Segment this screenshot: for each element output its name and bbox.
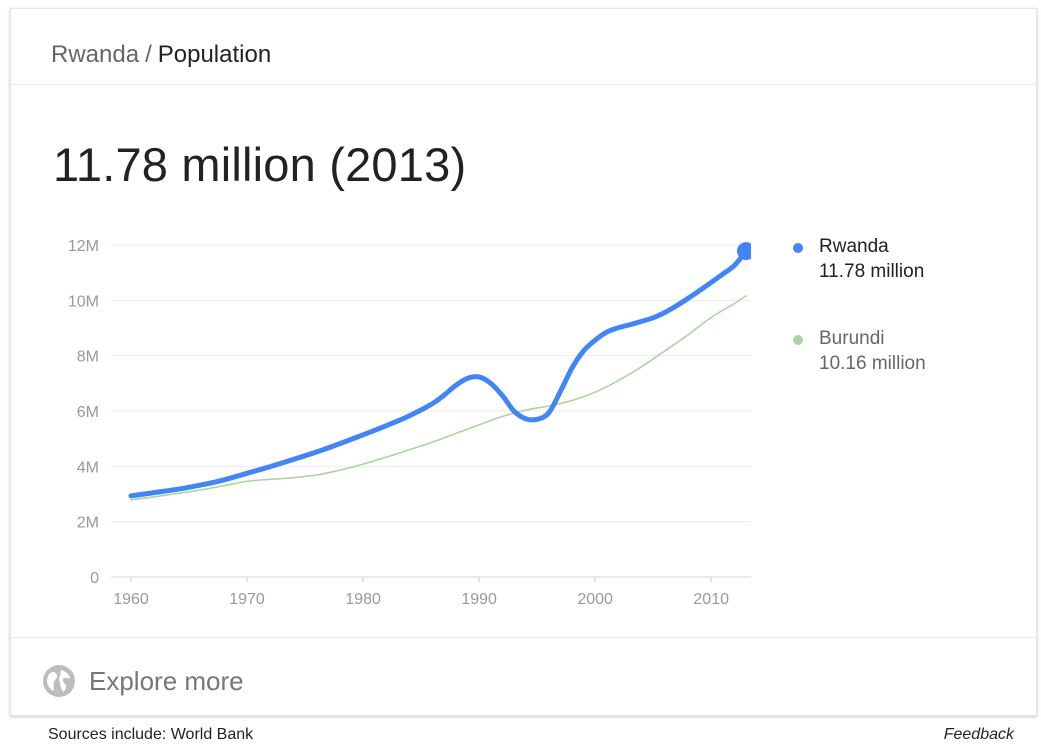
population-line-chart[interactable]: 0 2M 4M 6M 8M 10M 12M 1960 1970 1980 1990 2000 2010	[51, 227, 751, 607]
series-line-rwanda	[128, 248, 749, 499]
legend-name-rwanda: Rwanda	[819, 236, 889, 257]
y-tick-label: 6M	[77, 404, 99, 421]
x-tick-label: 2000	[577, 591, 613, 607]
breadcrumb: Rwanda / Population	[51, 41, 271, 69]
y-tick-label: 8M	[77, 349, 99, 366]
legend-item-burundi[interactable]: Burundi 10.16 million	[793, 327, 926, 377]
series-line-burundi	[130, 295, 747, 501]
legend-marker-burundi	[793, 335, 803, 345]
header-divider	[11, 84, 1036, 85]
sources-note: Sources include: World Bank	[48, 726, 254, 743]
x-tick-label: 2010	[693, 591, 729, 607]
x-tick-label: 1970	[229, 591, 265, 607]
x-tick-label: 1980	[345, 591, 381, 607]
legend-item-rwanda[interactable]: Rwanda 11.78 million	[793, 235, 926, 285]
chart-legend: Rwanda 11.78 million Burundi 10.16 milli…	[793, 235, 926, 419]
x-tick-label: 1990	[461, 591, 497, 607]
legend-value-rwanda: 11.78 million	[819, 261, 925, 282]
y-tick-label: 12M	[68, 238, 99, 255]
population-card: Rwanda / Population 11.78 million (2013) 0…	[10, 8, 1037, 716]
y-tick-label: 0	[90, 570, 99, 587]
breadcrumb-separator: /	[145, 41, 152, 68]
feedback-link[interactable]: Feedback	[943, 726, 1014, 743]
x-tick-label: 1960	[113, 591, 149, 607]
series-end-marker-rwanda	[737, 242, 751, 261]
legend-value-burundi: 10.16 million	[819, 353, 926, 374]
breadcrumb-country-link[interactable]: Rwanda	[51, 41, 140, 68]
globe-icon	[43, 665, 75, 697]
population-headline: 11.78 million (2013)	[53, 138, 467, 191]
breadcrumb-topic: Population	[157, 41, 272, 68]
legend-marker-rwanda	[793, 243, 803, 253]
y-tick-label: 10M	[68, 293, 99, 310]
explore-more-label: Explore more	[89, 665, 244, 696]
footer-divider	[11, 637, 1036, 638]
y-tick-label: 2M	[77, 515, 99, 532]
y-tick-label: 4M	[77, 459, 99, 476]
legend-name-burundi: Burundi	[819, 328, 885, 349]
explore-more-link[interactable]: Explore more	[41, 663, 244, 699]
